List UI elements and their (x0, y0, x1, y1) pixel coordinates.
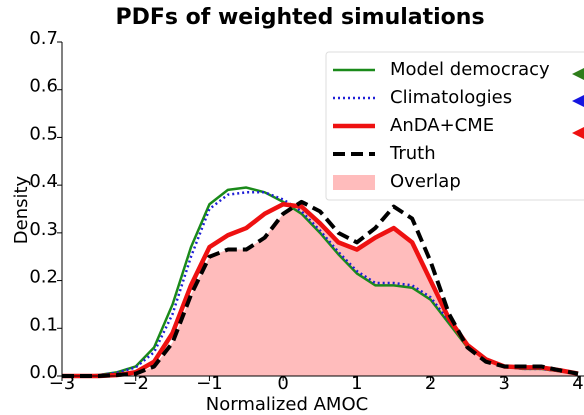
x-tick-label: −1 (196, 373, 223, 394)
x-tick-label: 1 (351, 373, 362, 394)
legend-label: AnDA+CME (390, 115, 494, 136)
chart-title: PDFs of weighted simulations (115, 5, 484, 30)
x-tick-label: −3 (49, 373, 76, 394)
y-tick-label: 0.4 (29, 171, 58, 192)
plot-area (62, 186, 579, 379)
series-line (62, 199, 579, 378)
y-tick-label: 0.0 (29, 362, 58, 383)
x-tick-label: −2 (122, 373, 149, 394)
y-tick-label: 0.6 (29, 76, 58, 97)
legend-label: Climatologies (390, 87, 512, 108)
legend-label: Model democracy (390, 59, 550, 80)
y-tick-label: 0.1 (29, 314, 58, 335)
y-tick-label: 0.3 (29, 219, 58, 240)
y-tick-label: 0.2 (29, 267, 58, 288)
legend-box (325, 51, 584, 201)
x-tick-label: 3 (499, 373, 510, 394)
arrow-marker (572, 95, 584, 107)
y-tick-label: 0.5 (29, 123, 58, 144)
legend-label: Overlap (390, 171, 461, 192)
arrow-marker (572, 127, 584, 139)
legend-label: Truth (389, 143, 436, 164)
legend-swatch (333, 175, 375, 190)
y-axis-label: Density (11, 175, 32, 244)
x-tick-label: 4 (572, 373, 583, 394)
x-tick-label: 2 (425, 373, 436, 394)
x-tick-label: 0 (277, 373, 288, 394)
y-tick-label: 0.7 (29, 28, 58, 49)
x-axis-label: Normalized AMOC (206, 394, 368, 415)
overlap-area (62, 206, 578, 376)
legend: Model democracy Climatologies AnDA+CME Trut… (325, 51, 584, 201)
arrow-marker (572, 68, 584, 80)
series-line (62, 201, 579, 379)
